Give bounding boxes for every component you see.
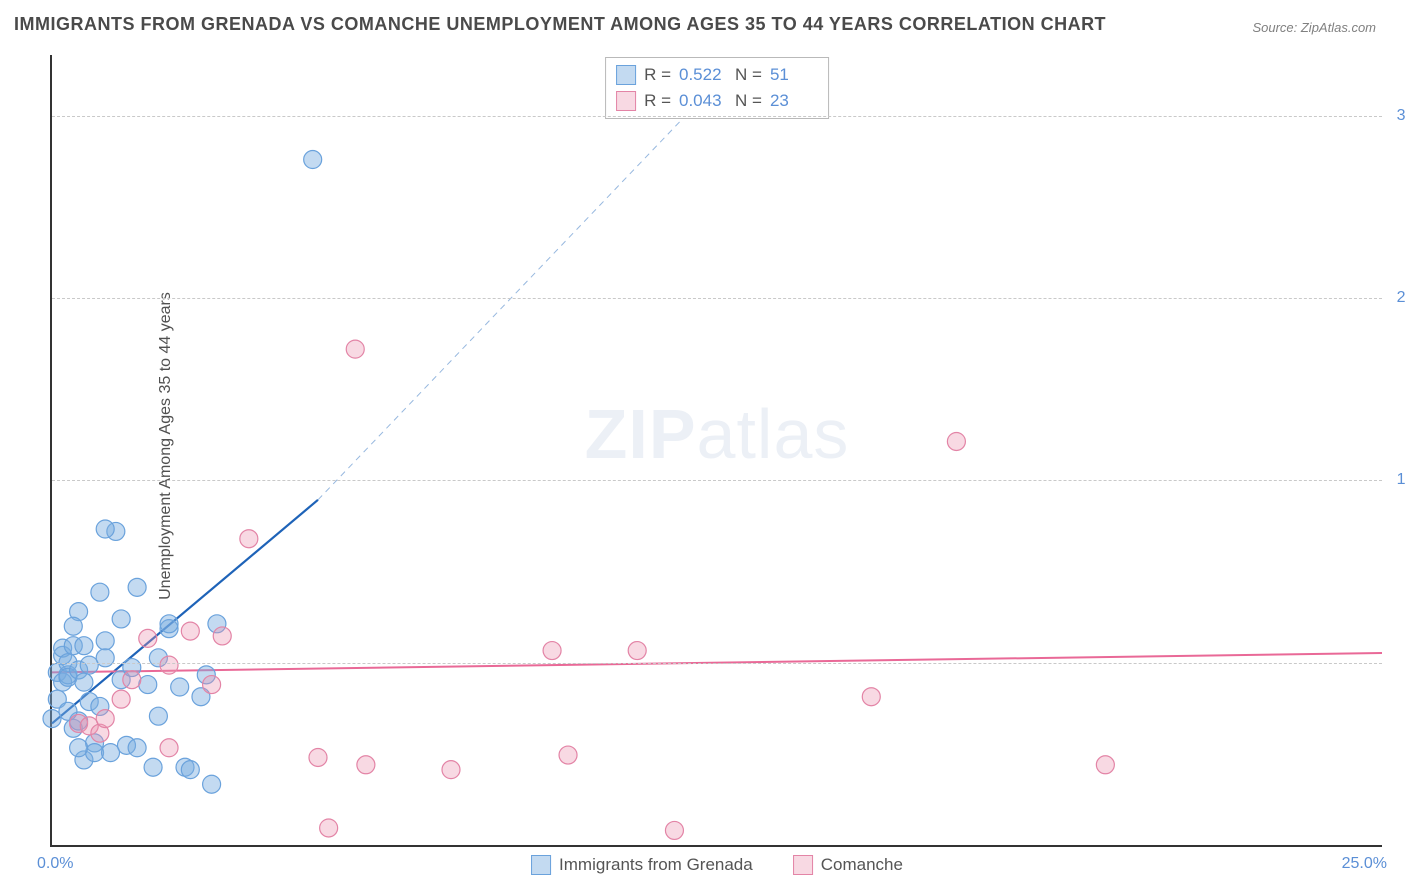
- point-comanche: [139, 629, 157, 647]
- y-tick-label: 22.5%: [1387, 289, 1406, 307]
- point-comanche: [665, 821, 683, 839]
- chart-title: IMMIGRANTS FROM GRENADA VS COMANCHE UNEM…: [14, 14, 1106, 35]
- point-comanche: [862, 688, 880, 706]
- point-grenada: [70, 739, 88, 757]
- y-tick-label: 7.5%: [1387, 654, 1406, 672]
- plot-area: ZIPatlas R = 0.522 N = 51 R = 0.043 N = …: [50, 55, 1382, 847]
- gridline: [52, 480, 1382, 481]
- gridline: [52, 298, 1382, 299]
- series-legend-label: Comanche: [821, 855, 903, 875]
- point-grenada: [128, 578, 146, 596]
- point-comanche: [181, 622, 199, 640]
- point-grenada: [86, 744, 104, 762]
- y-tick-label: 15.0%: [1387, 471, 1406, 489]
- point-grenada: [96, 649, 114, 667]
- stats-legend: R = 0.522 N = 51 R = 0.043 N = 23: [605, 57, 829, 119]
- legend-r-value: 0.043: [679, 88, 727, 114]
- points-layer: [52, 55, 1382, 845]
- point-grenada: [96, 520, 114, 538]
- point-comanche: [160, 656, 178, 674]
- legend-n-value: 23: [770, 88, 818, 114]
- point-comanche: [112, 690, 130, 708]
- point-comanche: [1096, 756, 1114, 774]
- gridline: [52, 663, 1382, 664]
- series-legend-item: Comanche: [793, 855, 903, 875]
- point-comanche: [320, 819, 338, 837]
- point-grenada: [160, 615, 178, 633]
- stats-legend-row: R = 0.522 N = 51: [616, 62, 818, 88]
- point-comanche: [543, 642, 561, 660]
- legend-swatch: [616, 91, 636, 111]
- point-comanche: [160, 739, 178, 757]
- point-comanche: [123, 671, 141, 689]
- point-comanche: [346, 340, 364, 358]
- x-axis-max-label: 25.0%: [1342, 855, 1387, 873]
- point-grenada: [171, 678, 189, 696]
- point-grenada: [181, 761, 199, 779]
- point-grenada: [112, 610, 130, 628]
- legend-swatch: [793, 855, 813, 875]
- legend-n-label: N =: [735, 62, 762, 88]
- point-comanche: [213, 627, 231, 645]
- point-comanche: [203, 676, 221, 694]
- legend-swatch: [531, 855, 551, 875]
- point-grenada: [144, 758, 162, 776]
- series-legend-item: Immigrants from Grenada: [531, 855, 753, 875]
- legend-swatch: [616, 65, 636, 85]
- point-comanche: [559, 746, 577, 764]
- point-comanche: [442, 761, 460, 779]
- source-credit: Source: ZipAtlas.com: [1252, 20, 1376, 35]
- point-comanche: [357, 756, 375, 774]
- point-grenada: [102, 744, 120, 762]
- series-legend: Immigrants from Grenada Comanche: [531, 855, 903, 875]
- stats-legend-row: R = 0.043 N = 23: [616, 88, 818, 114]
- point-grenada: [75, 637, 93, 655]
- point-grenada: [64, 617, 82, 635]
- point-comanche: [947, 432, 965, 450]
- legend-n-label: N =: [735, 88, 762, 114]
- x-axis-min-label: 0.0%: [37, 855, 73, 873]
- point-grenada: [43, 710, 61, 728]
- point-grenada: [304, 151, 322, 169]
- point-grenada: [96, 632, 114, 650]
- y-tick-label: 30.0%: [1387, 107, 1406, 125]
- point-grenada: [75, 673, 93, 691]
- point-comanche: [240, 530, 258, 548]
- legend-r-label: R =: [644, 62, 671, 88]
- point-grenada: [128, 739, 146, 757]
- point-comanche: [628, 642, 646, 660]
- point-grenada: [80, 656, 98, 674]
- gridline: [52, 116, 1382, 117]
- series-legend-label: Immigrants from Grenada: [559, 855, 753, 875]
- point-grenada: [139, 676, 157, 694]
- legend-r-label: R =: [644, 88, 671, 114]
- point-comanche: [309, 748, 327, 766]
- point-grenada: [149, 707, 167, 725]
- legend-r-value: 0.522: [679, 62, 727, 88]
- point-grenada: [91, 583, 109, 601]
- point-comanche: [96, 710, 114, 728]
- legend-n-value: 51: [770, 62, 818, 88]
- point-grenada: [203, 775, 221, 793]
